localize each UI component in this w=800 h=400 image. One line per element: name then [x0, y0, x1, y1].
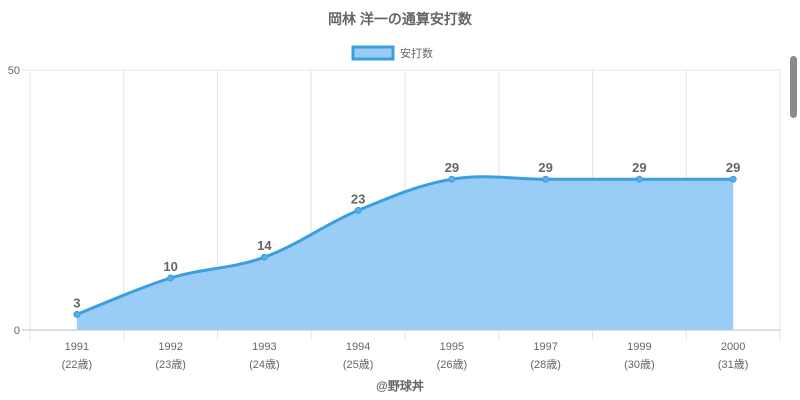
x-tick-sublabel: (25歳) [343, 358, 374, 371]
legend-label: 安打数 [400, 46, 433, 60]
data-point [354, 206, 362, 214]
x-tick-label: 1994 [346, 341, 370, 353]
legend[interactable]: 安打数 [351, 45, 433, 61]
y-axis: 0 50 [8, 65, 20, 337]
scrollbar-thumb[interactable] [790, 56, 797, 118]
x-tick-label: 1992 [158, 341, 182, 353]
chart-title: 岡林 洋一の通算安打数 [328, 11, 473, 27]
series-hits [73, 175, 737, 330]
x-tick-sublabel: (28歳) [530, 358, 561, 371]
legend-swatch [351, 45, 395, 61]
x-tick-sublabel: (22歳) [62, 358, 93, 371]
x-tick-label: 1991 [65, 341, 89, 353]
x-tick-label: 1999 [627, 341, 651, 353]
x-tick-label: 2000 [721, 341, 745, 353]
y-tick-label: 50 [8, 65, 20, 77]
x-tick-label: 1997 [533, 341, 557, 353]
data-label: 14 [257, 238, 272, 253]
data-label: 29 [445, 160, 459, 175]
data-label: 29 [538, 160, 552, 175]
x-tick-label: 1993 [252, 341, 276, 353]
data-point [542, 175, 550, 183]
x-tick-sublabel: (24歳) [249, 358, 280, 371]
footer-credit: @野球丼 [376, 378, 424, 393]
x-tick-label: 1995 [440, 341, 464, 353]
data-point [260, 253, 268, 261]
x-tick-sublabel: (23歳) [155, 358, 186, 371]
data-point [167, 274, 175, 282]
x-tick-sublabel: (26歳) [437, 358, 468, 371]
data-point [635, 175, 643, 183]
y-tick-label: 0 [14, 325, 20, 337]
x-tick-sublabel: (31歳) [718, 358, 749, 371]
data-point [448, 175, 456, 183]
data-point [729, 175, 737, 183]
data-label: 10 [163, 259, 177, 274]
data-label: 29 [726, 160, 740, 175]
x-axis: 1991 (22歳) 1992 (23歳) 1993 (24歳) 1994 (25歳) 1995… [62, 341, 749, 371]
data-label: 29 [632, 160, 646, 175]
data-label: 3 [73, 295, 80, 310]
data-label: 23 [351, 191, 365, 206]
data-labels: 3 10 14 23 29 29 29 29 [73, 160, 740, 310]
x-tick-sublabel: (30歳) [624, 358, 655, 371]
data-point [73, 310, 81, 318]
series-area [76, 176, 734, 330]
